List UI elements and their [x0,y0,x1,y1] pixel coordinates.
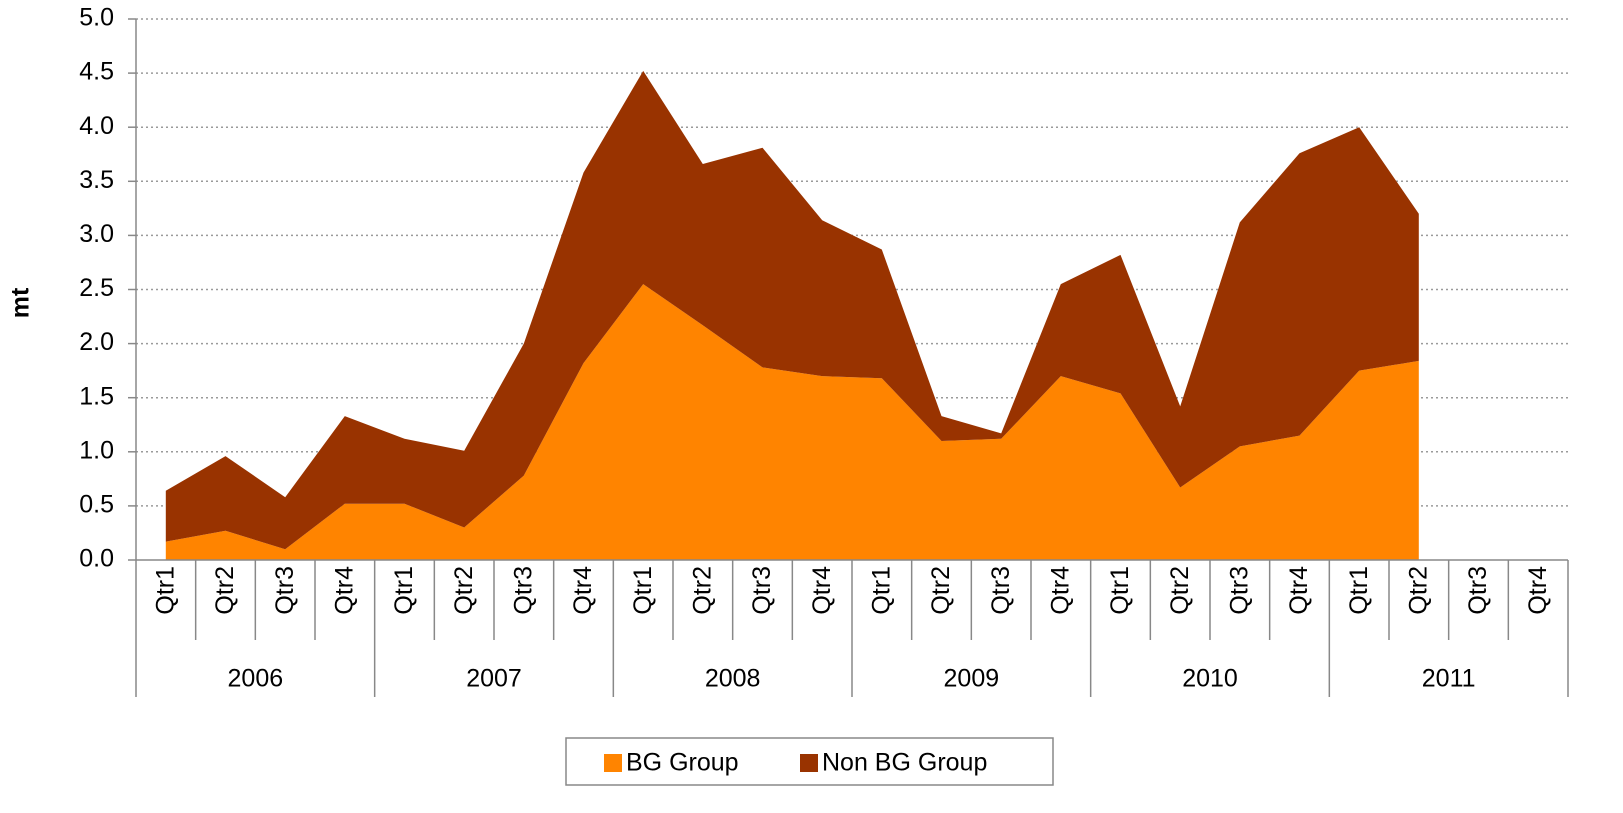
x-tick-label: Qtr2 [927,566,955,615]
x-tick-label: Qtr3 [748,566,776,615]
group-label: 2011 [1422,665,1476,693]
x-tick-label: Qtr4 [808,566,836,615]
x-tick-label: Qtr3 [1464,566,1492,615]
x-tick-label: Qtr1 [1345,566,1373,615]
group-label: 2010 [1182,665,1238,693]
x-tick-label: Qtr4 [569,566,597,615]
group-label: 2006 [228,665,284,693]
legend-swatch [604,754,622,772]
legend-label: Non BG Group [822,749,987,777]
y-tick-label: 4.5 [79,58,114,86]
x-tick-label: Qtr4 [1046,566,1074,615]
x-tick-label: Qtr2 [688,566,716,615]
x-tick-label: Qtr1 [390,566,418,615]
area [165,284,1419,560]
y-tick-label: 0.0 [79,545,114,573]
x-tick-label: Qtr2 [1404,566,1432,615]
group-label: 2008 [705,665,761,693]
y-tick-label: 5.0 [79,4,114,32]
y-tick-label: 3.5 [79,166,114,194]
group-label: 2007 [466,665,522,693]
y-tick-label: 2.0 [79,328,114,356]
y-tick-label: 1.5 [79,382,114,410]
x-tick-label: Qtr1 [629,566,657,615]
group-label: 2009 [944,665,1000,693]
x-tick-label: Qtr2 [211,566,239,615]
y-tick-label: 0.5 [79,491,114,519]
legend-label: BG Group [626,749,739,777]
x-tick-label: Qtr3 [1225,566,1253,615]
x-tick-label: Qtr3 [271,566,299,615]
y-tick-label: 2.5 [79,274,114,302]
y-tick-label: 1.0 [79,436,114,464]
x-tick-label: Qtr1 [1106,566,1134,615]
y-axis-label: mt [7,287,35,318]
area [165,70,1419,550]
x-tick-label: Qtr2 [450,566,478,615]
x-tick-label: Qtr1 [151,566,179,615]
x-tick-label: Qtr4 [1285,566,1313,615]
x-tick-label: Qtr3 [987,566,1015,615]
y-tick-label: 3.0 [79,220,114,248]
x-tick-label: Qtr1 [867,566,895,615]
y-tick-label: 4.0 [79,112,114,140]
x-tick-label: Qtr4 [1524,566,1552,615]
x-tick-label: Qtr4 [330,566,358,615]
x-tick-label: Qtr3 [509,566,537,615]
legend-swatch [800,754,818,772]
x-tick-label: Qtr2 [1166,566,1194,615]
